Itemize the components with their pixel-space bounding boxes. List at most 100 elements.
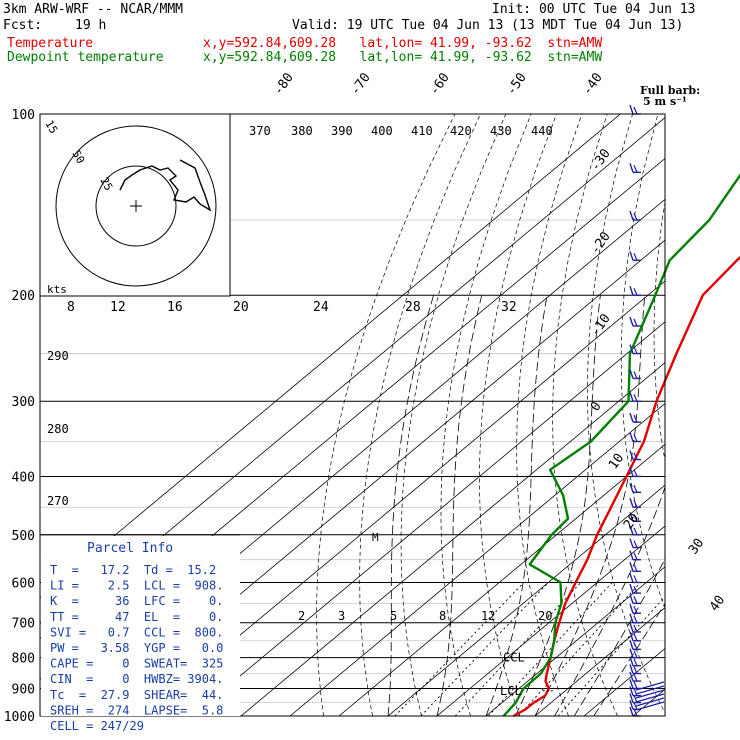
wind-barb-flag: [629, 648, 634, 658]
wind-barb-flag: [633, 650, 638, 658]
mixing-ratio-label: 3: [338, 609, 345, 623]
dry-adiabat-label: 380: [291, 124, 313, 138]
wind-barb-flag: [633, 318, 638, 327]
moist-adiabat: [515, 295, 601, 716]
wind-barb-flag: [633, 499, 638, 508]
wind-barb-flag: [629, 583, 634, 594]
wind-barb-flag: [629, 613, 634, 623]
hodograph-ring-label: 25: [97, 175, 115, 193]
wind-barb-flag: [633, 514, 638, 522]
dry-adiabat: [620, 114, 665, 609]
wind-barb-flag: [633, 287, 638, 296]
wind-barb-flag: [629, 664, 634, 674]
isotherm-line: [682, 114, 740, 716]
wind-barbs: [629, 104, 665, 717]
parcel-info-row: T = 17.2 Td = 15.2: [50, 563, 216, 577]
dry-adiabat: [479, 114, 557, 716]
wind-barb-flag: [629, 104, 634, 115]
speed-scale-label: 20: [233, 300, 249, 315]
speed-scale-label: 32: [501, 300, 517, 315]
moist-adiabat: [593, 602, 665, 716]
wind-barb-flag: [629, 679, 634, 689]
wind-barb-flag: [629, 693, 634, 703]
mixing-ratio-label: 2: [298, 609, 305, 623]
parcel-info-row: CELL = 247/29: [50, 719, 144, 733]
wind-barb-flag: [633, 681, 638, 689]
pressure-tick-label: 700: [12, 617, 35, 632]
isotherm-line: [485, 566, 665, 716]
hodograph-ring: [55, 125, 217, 287]
pressure-tick-label: 200: [12, 289, 35, 304]
wind-barb-flag: [633, 658, 638, 666]
temperature-profile: [512, 255, 740, 718]
isotherm-line: [583, 647, 665, 716]
dry-adiabat-label: 390: [331, 124, 353, 138]
hodograph-ring-label: 15: [42, 118, 60, 136]
wind-barb-flag: [629, 163, 634, 173]
wind-barb-flag: [633, 393, 638, 402]
isotherm-tick-label: -30: [588, 146, 614, 174]
pressure-tick-label: 400: [12, 470, 35, 485]
wind-barb-low: [635, 685, 665, 695]
wind-barb-flag: [629, 498, 634, 508]
wind-barb-flag: [633, 606, 638, 614]
moist-adiabat: [554, 486, 665, 716]
parcel-info-row: SREH = 274 LAPSE= 5.8: [50, 703, 223, 717]
wind-barb-low: [635, 693, 665, 703]
pressure-tick-label: 600: [12, 576, 35, 591]
wind-barb-flag: [633, 615, 638, 623]
wind-barb-flag: [633, 469, 638, 477]
wind-barb-flag: [629, 700, 634, 710]
parcel-info-box: Parcel Info T = 17.2 Td = 15.2 LI = 2.5 LC…: [40, 534, 240, 733]
wind-barb-flag: [629, 706, 634, 717]
dewpoint-legend: Dewpoint temperature: [7, 50, 164, 65]
speed-scale-label: 12: [110, 300, 126, 315]
dry-adiabat-label: 370: [249, 124, 271, 138]
wind-barb-low: [635, 681, 665, 691]
pressure-tick-label: 1000: [4, 710, 35, 725]
wind-barb-flag: [633, 702, 638, 710]
wind-barb-flag: [633, 527, 638, 536]
dry-adiabat-label: 270: [47, 494, 69, 508]
isotherm-line: [142, 280, 665, 716]
wind-barb-flag: [629, 631, 634, 642]
dry-adiabat: [359, 114, 481, 716]
parcel-info-row: CIN = 0 HWBZ= 3904.: [50, 672, 223, 686]
wind-barb-flag: [629, 432, 634, 442]
forecast-label: Fcst:: [3, 18, 43, 33]
wind-barb-flag: [633, 212, 638, 221]
wind-barb-flag: [629, 369, 634, 379]
wind-barb-flag: [629, 550, 634, 560]
wind-barb-flag: [629, 686, 634, 696]
forecast-hour: 19 h: [75, 18, 107, 33]
wind-barb-flag: [629, 344, 634, 354]
speed-scale-label: 16: [167, 300, 183, 315]
wind-barb-flag: [633, 564, 638, 572]
wind-barb-flag: [629, 412, 634, 423]
wind-barb-flag: [629, 467, 634, 477]
dry-adiabat: [316, 114, 456, 716]
barb-legend-title: Full barb:: [640, 84, 701, 97]
wind-barb-flag: [629, 622, 634, 633]
wind-barb-flag: [633, 633, 638, 642]
isotherm-tick-label: 40: [707, 593, 728, 614]
plot-frame: [39, 113, 666, 717]
wind-barb-flag: [629, 512, 634, 522]
temperature-station-info: x,y=592.84,609.28 lat,lon= 41.99, -93.62…: [203, 36, 603, 51]
wind-barb-flag: [629, 573, 634, 583]
hodograph-origin: [130, 200, 142, 212]
isotherm-tick-label: 30: [686, 536, 707, 557]
isotherm-tick-label: -70: [348, 70, 374, 98]
temperature-legend: Temperature: [7, 36, 94, 51]
wind-barb-flag: [629, 285, 634, 296]
moist-adiabat: [573, 558, 665, 716]
wind-barb-flag: [633, 585, 638, 594]
wind-barb-flag: [633, 596, 638, 604]
hodograph: kts 15 50 25: [39, 113, 231, 297]
parcel-box-bg: [41, 536, 240, 716]
speed-scale-label: 8: [67, 300, 75, 315]
wind-barb-flag: [633, 452, 638, 460]
ccl-label: CCL: [503, 651, 525, 665]
dewpoint-station-info: x,y=592.84,609.28 lat,lon= 41.99, -93.62…: [203, 50, 603, 65]
mixing-ratio-label: 20: [538, 609, 552, 623]
